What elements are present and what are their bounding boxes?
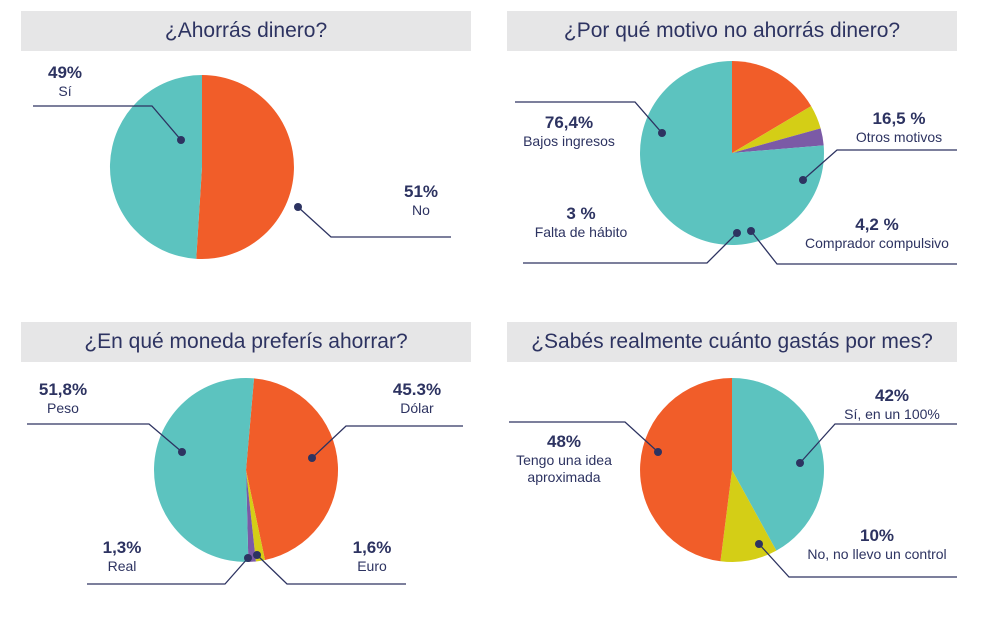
leader-dot — [177, 136, 185, 144]
slice-percent: 45.3% — [392, 380, 442, 399]
leader-dot — [654, 448, 662, 456]
chart-panel-spending: ¿Sabés realmente cuánto gastás por mes? … — [507, 322, 957, 622]
leader-line — [297, 206, 451, 238]
leader-dot — [294, 203, 302, 211]
leader-line — [802, 149, 957, 181]
slice-name: Real — [107, 558, 137, 574]
leader-dot — [755, 540, 763, 548]
pie-slice-euro — [246, 470, 265, 562]
slice-percent: 51% — [403, 182, 439, 201]
pie-slice-real — [246, 470, 256, 562]
slice-percent: 3 % — [566, 204, 596, 223]
slice-percent: 76,4% — [544, 113, 594, 132]
slice-percent: 42% — [874, 386, 910, 405]
slice-label-falta-de-habito: 3 % Falta de hábito — [521, 204, 641, 241]
pie-slice-tengo-una-idea-aproximada — [640, 378, 732, 562]
slice-label-bajos-ingresos: 76,4% Bajos ingresos — [509, 113, 629, 150]
pie-slice-s-en-un-100 — [732, 378, 824, 551]
pie-slice-s — [109, 75, 202, 259]
leader-dot — [747, 227, 755, 235]
slice-percent: 1,6% — [352, 538, 392, 557]
slice-name: Tengo una idea aproximada — [516, 452, 612, 485]
pie-slice-no-no-llevo-un-control — [720, 470, 777, 562]
leader-line — [758, 543, 957, 578]
pie-slice-d-lar — [246, 378, 339, 561]
chart-title: ¿Por qué motivo no ahorrás dinero? — [507, 11, 957, 51]
slice-label-si: 49% Sí — [35, 63, 95, 100]
chart-title: ¿Ahorrás dinero? — [21, 11, 471, 51]
leader-line — [256, 554, 406, 585]
slice-label-comprador-compulsivo: 4,2 % Comprador compulsivo — [797, 215, 957, 252]
slice-name: Comprador compulsivo — [805, 235, 949, 251]
leader-line — [799, 423, 957, 464]
pie-slice-falta-de-h-bito — [732, 128, 824, 153]
slice-label-peso: 51,8% Peso — [23, 380, 103, 417]
slice-name: Sí, en un 100% — [844, 406, 940, 422]
leader-dot — [253, 551, 261, 559]
leader-dot — [244, 554, 252, 562]
chart-panel-reasons: ¿Por qué motivo no ahorrás dinero? 76,4%… — [507, 11, 957, 311]
chart-panel-savings: ¿Ahorrás dinero? 49% Sí 51% No — [21, 11, 471, 311]
leader-line — [311, 425, 463, 459]
pie-chart-currency — [27, 378, 463, 585]
slice-name: Bajos ingresos — [523, 133, 615, 149]
leader-line — [515, 101, 663, 134]
slice-name: No — [412, 202, 430, 218]
slice-percent: 16,5 % — [872, 109, 926, 128]
slice-label-otros-motivos: 16,5 % Otros motivos — [841, 109, 957, 146]
leader-line — [87, 557, 249, 585]
chart-title: ¿En qué moneda preferís ahorrar? — [21, 322, 471, 362]
pie-chart-spending — [509, 378, 957, 578]
leader-line — [33, 105, 182, 141]
slice-percent: 49% — [47, 63, 83, 82]
slice-percent: 51,8% — [38, 380, 88, 399]
leader-dot — [799, 176, 807, 184]
slice-percent: 1,3% — [102, 538, 142, 557]
pie-slice-bajos-ingresos — [639, 61, 824, 245]
slice-name: Sí — [58, 83, 72, 99]
slice-label-si-100: 42% Sí, en un 100% — [827, 386, 957, 423]
leader-dot — [308, 454, 316, 462]
leader-dot — [178, 448, 186, 456]
pie-chart-savings — [33, 75, 451, 259]
slice-label-real: 1,3% Real — [87, 538, 157, 575]
pie-slice-no — [196, 75, 294, 259]
slice-label-no: 51% No — [391, 182, 451, 219]
leader-line — [27, 423, 183, 453]
pie-slice-peso — [154, 378, 255, 563]
pie-slice-comprador-compulsivo — [732, 106, 821, 153]
slice-name: Euro — [357, 558, 387, 574]
leader-dot — [733, 229, 741, 237]
slice-percent: 48% — [546, 432, 582, 451]
slice-percent: 10% — [859, 526, 895, 545]
leader-dot — [658, 129, 666, 137]
leader-line — [750, 230, 957, 265]
pie-slice-otros-motivos — [732, 61, 812, 153]
leader-line — [523, 232, 738, 264]
slice-name: Dólar — [400, 400, 434, 416]
slice-percent: 4,2 % — [855, 215, 899, 234]
chart-panel-currency: ¿En qué moneda preferís ahorrar? 51,8% P… — [21, 322, 471, 622]
leader-line — [509, 421, 659, 453]
slice-label-dolar: 45.3% Dólar — [377, 380, 457, 417]
leader-dot — [796, 459, 804, 467]
slice-name: Peso — [47, 400, 79, 416]
slice-name: Falta de hábito — [534, 224, 628, 240]
pie-chart-reasons — [515, 61, 957, 265]
slice-name: Otros motivos — [855, 129, 943, 145]
chart-title: ¿Sabés realmente cuánto gastás por mes? — [507, 322, 957, 362]
slice-name: No, no llevo un control — [807, 546, 947, 562]
slice-label-tengo-idea: 48% Tengo una idea aproximada — [509, 432, 619, 486]
slice-label-euro: 1,6% Euro — [337, 538, 407, 575]
slice-label-no-control: 10% No, no llevo un control — [797, 526, 957, 563]
